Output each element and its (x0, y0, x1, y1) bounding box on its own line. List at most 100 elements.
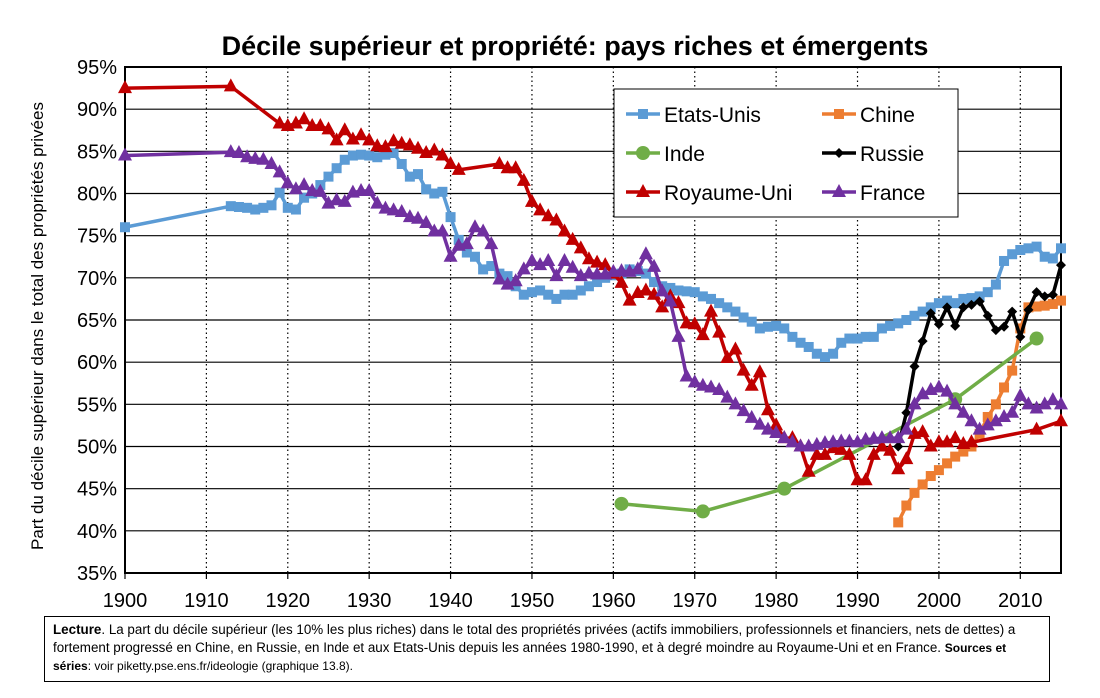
data-point-russie (893, 441, 904, 452)
data-point-royaume-uni (769, 417, 784, 431)
data-point-royaume-uni (923, 438, 938, 452)
data-point-chine (990, 399, 1001, 410)
data-point-royaume-uni (695, 327, 710, 341)
data-point-france (997, 408, 1012, 422)
data-point-royaume-uni (394, 135, 409, 149)
data-point-etats-unis (901, 315, 912, 325)
y-tick-label: 45% (77, 479, 117, 501)
data-point-chine (901, 500, 912, 511)
data-point-etats-unis (299, 192, 310, 203)
data-point-etats-unis (722, 302, 733, 313)
data-point-france (443, 248, 458, 262)
data-point-france (288, 181, 303, 195)
data-point-etats-unis (803, 341, 814, 352)
data-point-russie (1007, 306, 1018, 317)
data-point-etats-unis (282, 202, 293, 213)
data-point-royaume-uni (704, 303, 719, 317)
y-tick-label: 35% (77, 563, 117, 585)
data-point-etats-unis (364, 150, 375, 161)
data-point-france (931, 379, 946, 393)
data-point-france (508, 273, 523, 287)
data-point-royaume-uni (549, 212, 564, 226)
data-point-etats-unis (339, 154, 350, 165)
data-point-etats-unis (893, 318, 904, 329)
data-point-chine (982, 411, 993, 422)
data-point-royaume-uni (964, 434, 979, 448)
data-point-etats-unis (697, 291, 708, 302)
data-point-etats-unis (958, 293, 969, 304)
data-point-france (1021, 396, 1036, 410)
caption-box: Lecture. La part du décile supérieur (le… (44, 616, 1050, 682)
data-point-france (280, 175, 295, 189)
data-point-etats-unis (844, 333, 855, 344)
data-point-chine (1039, 300, 1050, 311)
data-point-etats-unis (233, 201, 244, 212)
data-point-etats-unis (706, 293, 717, 304)
data-point-france (752, 416, 767, 430)
data-point-royaume-uni (638, 282, 653, 296)
data-point-russie (1031, 287, 1042, 298)
data-point-etats-unis (1039, 251, 1050, 262)
data-point-etats-unis (421, 184, 432, 195)
data-point-russie (1047, 289, 1058, 300)
data-point-inde (777, 481, 792, 496)
data-point-france (467, 219, 482, 233)
data-point-etats-unis (518, 289, 529, 300)
data-point-russie (933, 319, 944, 330)
data-point-etats-unis (396, 158, 407, 169)
data-point-royaume-uni (508, 160, 523, 174)
data-point-etats-unis (762, 321, 773, 332)
data-point-royaume-uni (614, 274, 629, 288)
data-point-etats-unis (445, 212, 456, 223)
data-point-russie (982, 310, 993, 321)
data-point-etats-unis (714, 298, 725, 309)
data-point-etats-unis (974, 291, 985, 302)
data-point-royaume-uni (1054, 413, 1068, 427)
data-point-royaume-uni (891, 461, 906, 475)
data-point-france (231, 145, 246, 159)
data-point-france (524, 252, 539, 266)
caption-sources-text: : voir piketty.pse.ens.fr/ideologie (gra… (87, 659, 353, 673)
y-tick-label: 55% (77, 394, 117, 416)
data-point-royaume-uni (321, 121, 336, 135)
data-point-inde (1029, 331, 1044, 346)
data-point-royaume-uni (760, 402, 775, 416)
data-point-etats-unis (592, 277, 603, 288)
data-point-etats-unis (950, 298, 961, 309)
data-point-royaume-uni (736, 362, 751, 376)
caption-sources-label: Sources et séries (53, 640, 1007, 674)
data-point-royaume-uni (345, 131, 360, 145)
data-point-france (728, 396, 743, 410)
data-point-royaume-uni (720, 349, 735, 363)
data-point-france (459, 236, 474, 250)
data-point-france (785, 434, 800, 448)
x-tick-label: 1900 (103, 590, 148, 612)
data-point-france (1005, 404, 1020, 418)
data-point-etats-unis (404, 171, 415, 182)
axes: 35% 40% 45% 50% 55% 60% 65% 70% 75% 80% 85% 90% 95% 1… (77, 57, 1062, 612)
data-point-etats-unis (583, 281, 594, 292)
data-point-france (671, 328, 686, 342)
data-point-etats-unis (754, 323, 765, 334)
data-point-etats-unis (942, 295, 953, 306)
data-point-russie (1056, 260, 1066, 271)
data-point-france (663, 293, 678, 307)
data-point-etats-unis (486, 261, 497, 272)
data-point-royaume-uni (573, 240, 588, 254)
data-point-royaume-uni (581, 251, 596, 265)
data-point-france (980, 417, 995, 431)
data-point-russie (901, 407, 912, 418)
data-point-etats-unis (917, 306, 928, 317)
data-point-russie (925, 308, 936, 319)
data-point-france (899, 421, 914, 435)
data-point-france (1013, 387, 1028, 401)
data-point-royaume-uni (647, 286, 662, 300)
data-point-chine (950, 451, 961, 462)
data-point-royaume-uni (516, 172, 531, 186)
data-point-france (541, 252, 556, 266)
x-tick-label: 1910 (184, 590, 229, 612)
y-tick-label: 75% (77, 226, 117, 248)
data-point-royaume-uni (435, 147, 450, 161)
data-point-etats-unis (242, 202, 253, 213)
data-point-etats-unis (258, 202, 269, 213)
